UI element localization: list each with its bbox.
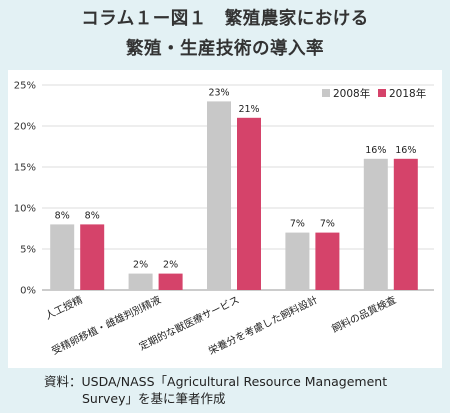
data-label: 2% — [133, 260, 148, 271]
data-label: 23% — [208, 87, 229, 98]
bar — [128, 273, 153, 290]
legend-swatch — [322, 89, 330, 97]
bar — [158, 273, 183, 290]
chart-title-line1: コラム１ー図１ 繁殖農家における — [81, 9, 369, 29]
x-tick-label: 人工授精 — [43, 293, 85, 322]
bar — [393, 158, 418, 290]
y-tick-label: 20% — [14, 122, 36, 133]
bar — [80, 224, 105, 290]
bar — [207, 101, 231, 291]
source-line1: 資料：USDA/NASS「Agricultural Resource Manag… — [44, 374, 388, 389]
data-label: 8% — [55, 210, 70, 221]
data-label: 16% — [395, 145, 416, 156]
data-label: 7% — [290, 219, 305, 230]
source-note: 資料：USDA/NASS「Agricultural Resource Manag… — [44, 373, 444, 407]
data-label: 2% — [163, 260, 178, 271]
bar — [237, 117, 261, 290]
chart-panel: 0% 5% 10% 15% 20% 25% 8% 8% 人工授精 2% 2% 受精卵移植・雌雄判別精液… — [8, 70, 442, 368]
data-label: 16% — [365, 145, 386, 156]
data-label: 8% — [85, 210, 100, 221]
legend-swatch — [378, 89, 386, 97]
x-tick-label: 飼料の品質検査 — [330, 293, 399, 335]
y-tick-label: 15% — [14, 163, 36, 174]
bar — [315, 232, 340, 290]
data-label: 21% — [238, 104, 259, 115]
bar — [285, 232, 310, 290]
bar — [363, 158, 388, 290]
y-tick-label: 0% — [20, 286, 36, 297]
data-label: 7% — [320, 219, 335, 230]
legend-label: 2008年 — [333, 87, 370, 100]
bar — [50, 224, 75, 290]
y-tick-label: 25% — [14, 81, 36, 92]
chart-title-line2: 繁殖・生産技術の導入率 — [126, 39, 324, 59]
legend-label: 2018年 — [389, 87, 426, 100]
source-line2: Survey」を基に筆者作成 — [82, 391, 226, 406]
y-tick-label: 10% — [14, 204, 36, 215]
y-tick-label: 5% — [20, 245, 36, 256]
